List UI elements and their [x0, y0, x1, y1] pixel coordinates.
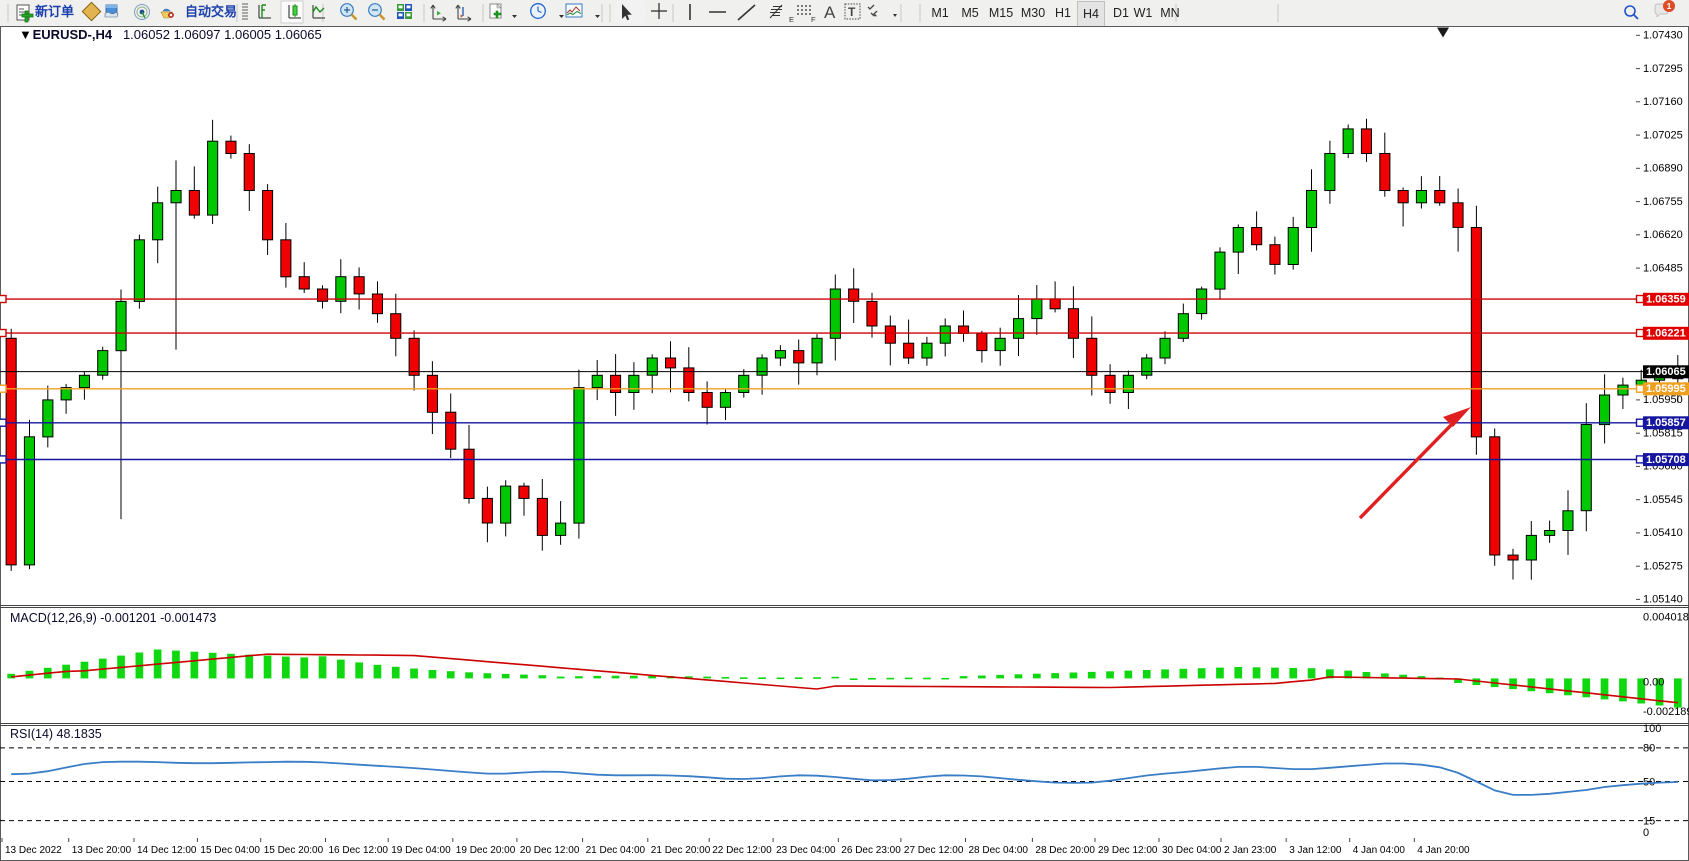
svg-text:80: 80	[1643, 743, 1655, 755]
svg-text:100: 100	[1643, 723, 1661, 735]
svg-text:28 Dec 04:00: 28 Dec 04:00	[969, 845, 1029, 856]
svg-text:29 Dec 12:00: 29 Dec 12:00	[1098, 845, 1158, 856]
svg-text:14 Dec 12:00: 14 Dec 12:00	[137, 845, 197, 856]
svg-text:15 Dec 04:00: 15 Dec 04:00	[200, 845, 260, 856]
svg-text:19 Dec 04:00: 19 Dec 04:00	[391, 845, 451, 856]
svg-text:21 Dec 20:00: 21 Dec 20:00	[651, 845, 711, 856]
svg-text:4 Jan 20:00: 4 Jan 20:00	[1417, 845, 1470, 856]
svg-text:15 Dec 20:00: 15 Dec 20:00	[264, 845, 324, 856]
svg-text:26 Dec 23:00: 26 Dec 23:00	[841, 845, 901, 856]
svg-text:19 Dec 20:00: 19 Dec 20:00	[456, 845, 516, 856]
svg-text:20 Dec 12:00: 20 Dec 12:00	[520, 845, 580, 856]
svg-text:28 Dec 20:00: 28 Dec 20:00	[1035, 845, 1095, 856]
svg-text:13 Dec 2022: 13 Dec 2022	[5, 845, 62, 856]
svg-text:3 Jan 12:00: 3 Jan 12:00	[1289, 845, 1342, 856]
svg-text:13 Dec 20:00: 13 Dec 20:00	[72, 845, 132, 856]
svg-text:23 Dec 04:00: 23 Dec 04:00	[776, 845, 836, 856]
svg-text:27 Dec 12:00: 27 Dec 12:00	[904, 845, 964, 856]
svg-text:21 Dec 04:00: 21 Dec 04:00	[586, 845, 646, 856]
svg-text:4 Jan 04:00: 4 Jan 04:00	[1353, 845, 1406, 856]
svg-text:16 Dec 12:00: 16 Dec 12:00	[329, 845, 389, 856]
svg-text:2 Jan 23:00: 2 Jan 23:00	[1224, 845, 1277, 856]
svg-text:15: 15	[1643, 816, 1655, 828]
svg-text:22 Dec 12:00: 22 Dec 12:00	[712, 845, 772, 856]
svg-text:RSI(14) 48.1835: RSI(14) 48.1835	[10, 727, 102, 741]
svg-text:30 Dec 04:00: 30 Dec 04:00	[1162, 845, 1222, 856]
svg-text:0: 0	[1643, 827, 1649, 839]
